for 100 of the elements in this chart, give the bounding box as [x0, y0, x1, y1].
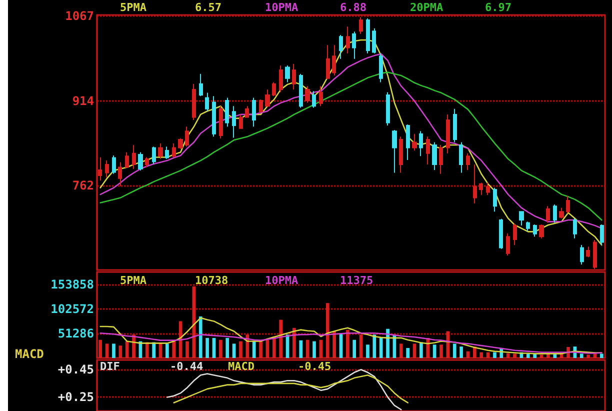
bar: [346, 330, 350, 358]
bar: [432, 344, 436, 358]
bar: [540, 354, 544, 358]
bar: [379, 338, 383, 358]
candlestick: [486, 182, 490, 196]
candlestick: [473, 164, 477, 204]
bar: [352, 340, 356, 358]
candlestick: [178, 138, 183, 150]
bar: [386, 328, 390, 358]
text: 6.97: [485, 1, 512, 14]
text: 10PMA: [265, 274, 298, 287]
candlestick: [453, 108, 457, 143]
candlestick: [519, 210, 524, 226]
bar: [232, 344, 236, 358]
candlestick: [526, 221, 530, 232]
candlestick: [192, 83, 196, 120]
bar: [112, 344, 116, 358]
text: 6.57: [195, 1, 222, 14]
candlestick: [446, 114, 450, 154]
candlestick: [406, 124, 410, 160]
bar: [166, 344, 169, 358]
candlestick: [426, 136, 430, 165]
line-series: [100, 72, 602, 221]
candlestick: [366, 18, 370, 54]
candlestick: [272, 82, 276, 97]
bar: [98, 340, 102, 358]
bar: [118, 346, 122, 358]
candlestick: [372, 28, 376, 54]
bar: [420, 342, 423, 358]
bar: [452, 344, 456, 358]
y-tick-label: 1067: [65, 9, 94, 24]
candlestick: [386, 92, 390, 126]
annotation: -0.45: [298, 360, 332, 373]
candlestick: [346, 26, 350, 54]
y-tick-label: 762: [72, 178, 94, 193]
bar: [206, 338, 209, 358]
annotation: -0.44: [170, 360, 204, 373]
line-series: [166, 369, 402, 410]
candlestick: [559, 207, 564, 219]
candlestick: [265, 88, 270, 107]
y-tick-label: 914: [72, 94, 94, 108]
text: 10PMA: [265, 1, 298, 14]
bar: [239, 341, 242, 358]
candlestick: [392, 130, 397, 174]
candlestick: [252, 97, 256, 128]
y-tick-label: 102572: [50, 302, 94, 316]
bar: [586, 354, 590, 358]
candlestick: [132, 144, 136, 170]
candlestick: [245, 106, 249, 118]
candlestick: [439, 144, 443, 174]
candlestick: [546, 206, 550, 224]
y-tick-label: +0.25: [58, 390, 94, 404]
candlestick: [359, 16, 363, 34]
bar: [580, 354, 584, 358]
candlestick: [212, 96, 216, 138]
candlestick: [593, 240, 597, 270]
bar: [460, 346, 463, 358]
bar: [125, 341, 129, 358]
y-tick-label: +0.45: [58, 362, 94, 377]
candlestick: [152, 146, 156, 164]
candlestick: [539, 224, 544, 239]
candlestick: [319, 86, 323, 107]
candlestick: [158, 142, 163, 160]
annotation: 10738: [195, 274, 228, 287]
candlestick: [305, 86, 310, 104]
line-series: [173, 374, 408, 404]
text: DIF: [100, 360, 120, 373]
candlestick: [98, 156, 102, 182]
candlestick: [125, 152, 129, 168]
bar: [372, 334, 376, 358]
bar: [212, 338, 216, 358]
bar: [406, 348, 410, 358]
candlestick: [199, 73, 203, 97]
candlestick: [466, 152, 470, 170]
candlestick: [285, 65, 290, 83]
candlestick: [419, 130, 423, 157]
candlestick: [259, 98, 263, 114]
text: 5PMA: [120, 1, 147, 14]
candlestick: [239, 114, 243, 129]
candlestick: [118, 162, 122, 187]
y-tick-label: 153858: [50, 277, 94, 292]
bar: [366, 344, 370, 358]
bar: [493, 352, 496, 358]
candlestick: [279, 65, 283, 93]
candlestick: [600, 224, 604, 246]
candlestick: [205, 92, 209, 112]
candlestick: [312, 90, 316, 108]
bar: [332, 331, 336, 358]
candlestick: [499, 218, 503, 250]
bar: [506, 353, 510, 358]
candlestick: [573, 218, 577, 239]
candlestick: [326, 44, 330, 79]
annotation: 11375: [340, 274, 374, 287]
chart-title: MACD: [15, 347, 44, 361]
candlestick: [586, 246, 590, 258]
candlestick: [412, 133, 417, 152]
bar: [152, 342, 156, 358]
bar: [226, 338, 230, 358]
candlestick: [479, 182, 483, 196]
candlestick: [533, 224, 537, 238]
